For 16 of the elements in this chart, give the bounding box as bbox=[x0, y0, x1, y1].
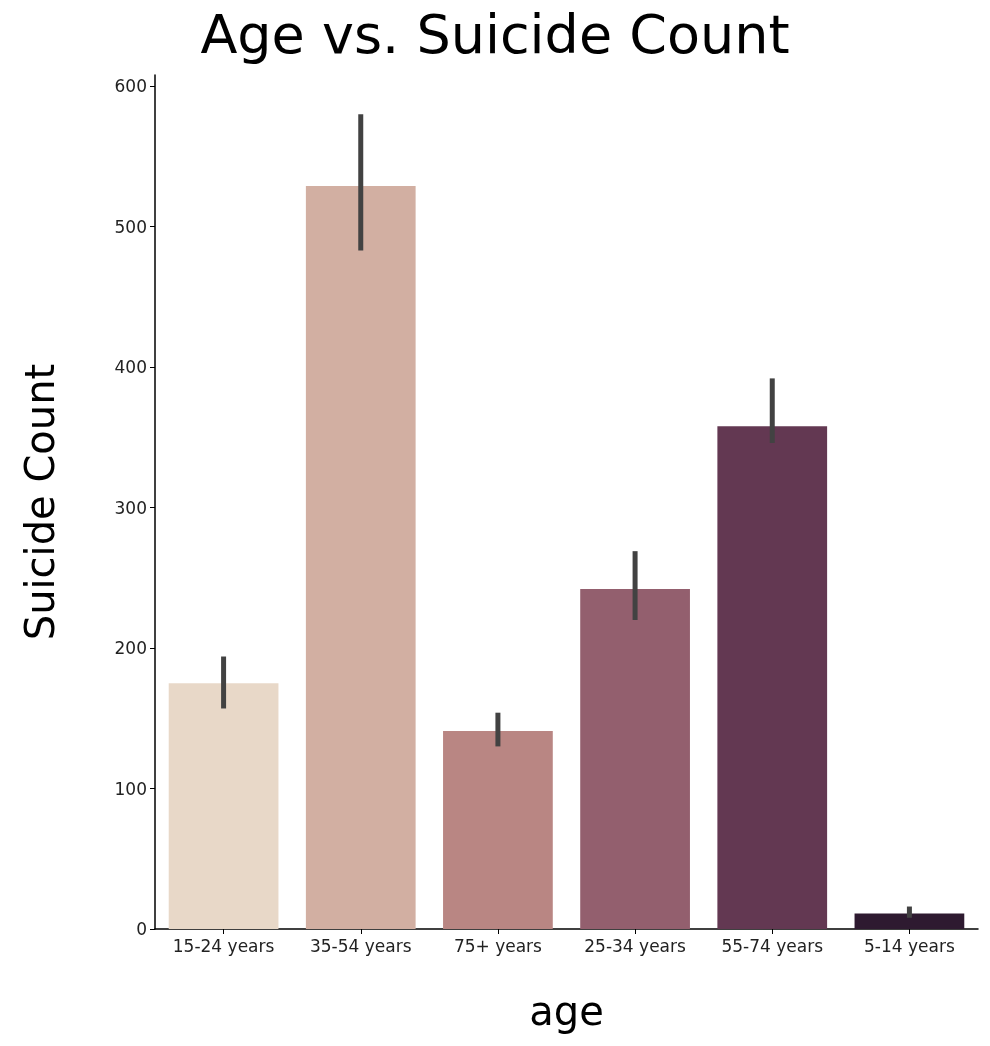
y-tick-label: 100 bbox=[114, 778, 147, 799]
x-tick-label: 15-24 years bbox=[172, 935, 275, 956]
x-tick-label: 35-54 years bbox=[309, 935, 412, 956]
x-tick-label: 5-14 years bbox=[864, 935, 955, 956]
y-tick-label: 500 bbox=[114, 216, 147, 237]
x-tick-label: 75+ years bbox=[453, 935, 543, 956]
y-tick-label: 600 bbox=[114, 76, 147, 97]
y-tick-label: 400 bbox=[114, 357, 147, 378]
x-axis-title: age bbox=[529, 988, 604, 1034]
y-tick-label: 0 bbox=[136, 919, 147, 939]
y-axis-title: Suicide Count bbox=[17, 363, 63, 641]
y-tick-label: 300 bbox=[114, 497, 147, 518]
y-tick-label: 200 bbox=[114, 638, 147, 659]
x-tick-label: 55-74 years bbox=[721, 935, 824, 956]
x-tick-label: 25-34 years bbox=[584, 935, 687, 956]
chart-title: Age vs. Suicide Count bbox=[200, 2, 790, 66]
